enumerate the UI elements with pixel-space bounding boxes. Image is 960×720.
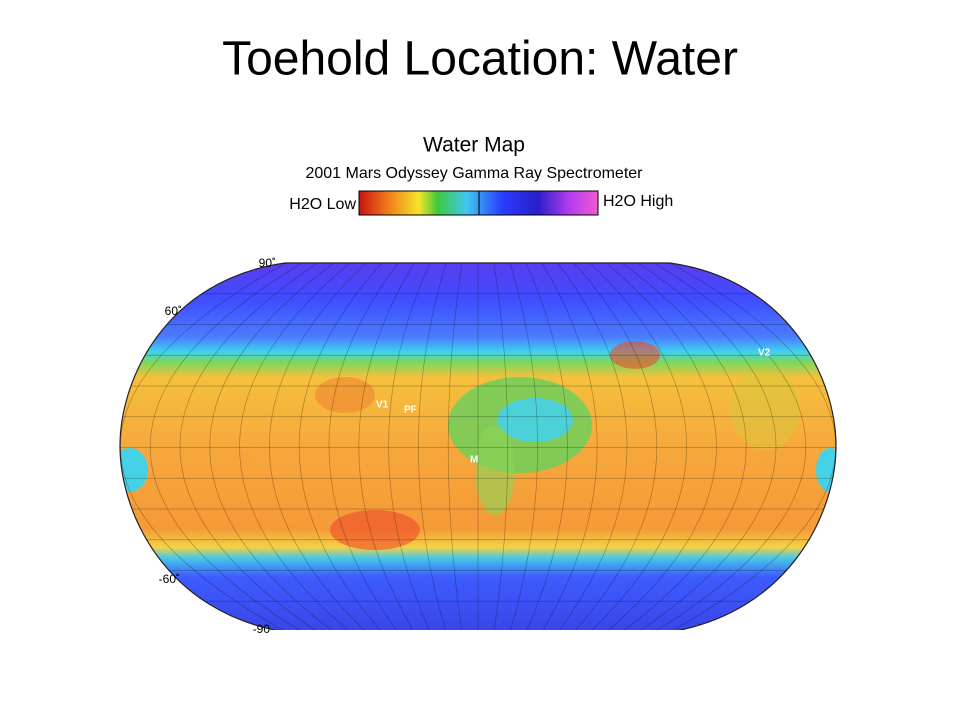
map-image <box>120 263 836 630</box>
graticule-line <box>525 263 568 630</box>
cyan-region <box>497 398 573 442</box>
graticule-line <box>358 263 415 630</box>
slide-title: Toehold Location: Water <box>222 33 738 86</box>
site-label: PF <box>404 405 417 416</box>
graticule-line <box>328 263 399 630</box>
graticule-line <box>589 263 687 630</box>
graticule-line <box>179 263 319 630</box>
map-subtitle: 2001 Mars Odyssey Gamma Ray Spectrometer <box>305 165 643 182</box>
latitude-label: 60˚ <box>165 304 182 318</box>
yellow-region <box>730 370 800 450</box>
graticule-line <box>239 263 351 630</box>
latitude-label: -90 <box>253 622 271 636</box>
site-label: V2 <box>758 348 771 359</box>
legend-low: H2O Low <box>289 196 356 213</box>
graticule-line <box>298 263 383 630</box>
map-area <box>119 262 837 630</box>
graticule-line <box>493 263 509 630</box>
latitude-label: 90˚ <box>259 256 276 270</box>
cyan-region <box>816 448 836 492</box>
graticule-line <box>621 263 747 630</box>
graticule-line <box>447 263 463 630</box>
site-label: M <box>470 455 478 466</box>
red-region <box>330 510 420 550</box>
green-region <box>475 425 515 515</box>
graticule-line <box>557 263 628 630</box>
graticule-line <box>605 263 717 630</box>
graticule-line <box>150 263 303 630</box>
graticule-line <box>269 263 367 630</box>
map-title: Water Map <box>423 134 525 157</box>
graticule-line <box>209 263 335 630</box>
cyan-region <box>120 448 148 492</box>
red-region <box>610 341 660 369</box>
legend-high: H2O High <box>603 193 673 210</box>
graticule-line <box>388 263 431 630</box>
site-label: V1 <box>376 400 389 411</box>
red-region <box>315 377 375 413</box>
graticule-line <box>573 263 658 630</box>
graticule-line <box>637 263 777 630</box>
graticule-line <box>418 263 447 630</box>
graticule-line <box>653 263 806 630</box>
graticule-line <box>509 263 538 630</box>
latitude-label: -60˚ <box>159 572 180 586</box>
graticule-line <box>541 263 598 630</box>
